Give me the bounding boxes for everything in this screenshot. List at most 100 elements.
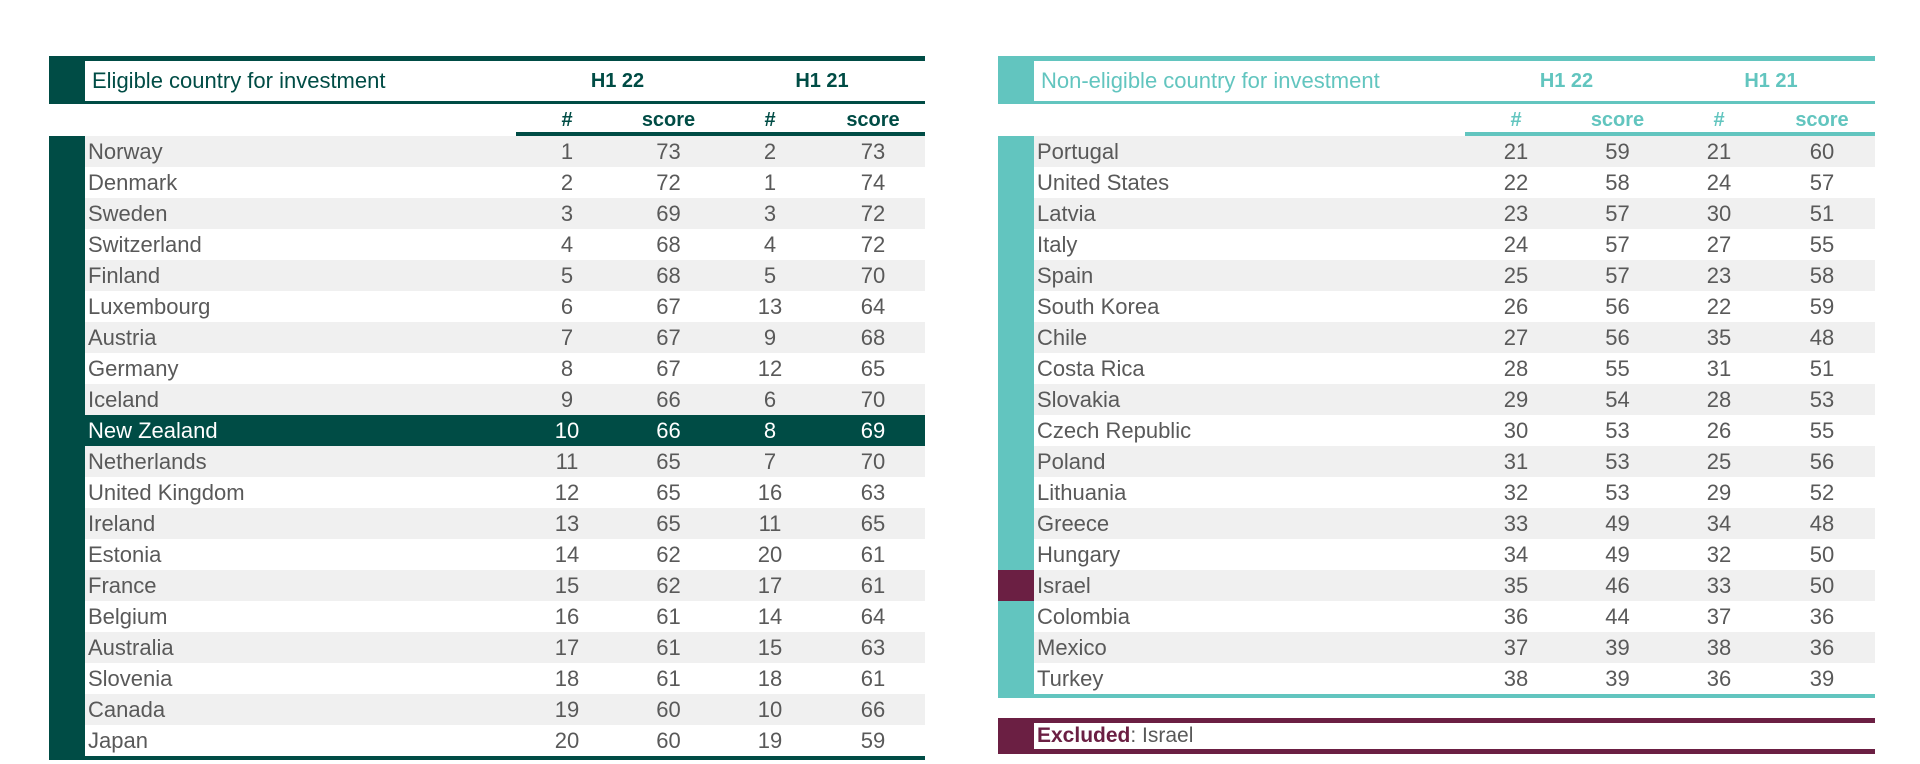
eligible-row-bar: [49, 508, 85, 539]
country-name: Israel: [1037, 572, 1091, 598]
non-eligible-row-bar: [998, 539, 1034, 570]
score-h1-22: 44: [1605, 603, 1630, 629]
eligible-subheader-row: # score # score: [49, 104, 925, 136]
score-h1-22: 53: [1605, 448, 1630, 474]
eligible-row: Luxembourg 6 67 13 64: [49, 291, 925, 322]
score-h1-21: 50: [1809, 541, 1835, 567]
score-h1-21: 51: [1809, 200, 1835, 226]
non-eligible-sub-rank-21: #: [1713, 108, 1725, 131]
rank-h1-22: 19: [554, 696, 580, 722]
rank-h1-21: 34: [1706, 510, 1732, 536]
eligible-row-bar: [49, 229, 85, 260]
rank-h1-22: 3: [560, 200, 574, 226]
eligible-row: Switzerland 4 68 4 72: [49, 229, 925, 260]
non-eligible-row-bar: [998, 384, 1034, 415]
score-h1-22: 49: [1605, 541, 1630, 567]
rank-h1-22: 11: [555, 448, 579, 474]
rank-h1-21: 27: [1706, 231, 1732, 257]
score-h1-21: 64: [860, 293, 886, 319]
rank-h1-22: 33: [1503, 510, 1529, 536]
score-h1-21: 55: [1809, 231, 1835, 257]
non-eligible-group-h1-22: H1 22: [1539, 69, 1594, 92]
country-name: Hungary: [1037, 541, 1121, 567]
score-h1-22: 60: [656, 696, 681, 722]
eligible-row: Norway 1 73 2 73: [49, 136, 925, 167]
country-name: Italy: [1037, 231, 1078, 257]
rank-h1-21: 13: [757, 293, 783, 319]
score-h1-22: 65: [656, 479, 681, 505]
rank-h1-21: 26: [1706, 417, 1732, 443]
rank-h1-21: 31: [1706, 355, 1732, 381]
country-name: United States: [1037, 169, 1170, 195]
country-name: Denmark: [88, 169, 178, 195]
non-eligible-subheader-row: # score # score: [998, 104, 1875, 136]
rank-h1-22: 13: [554, 510, 580, 536]
rank-h1-22: 25: [1503, 262, 1529, 288]
rank-h1-21: 8: [763, 417, 777, 443]
eligible-row-bar: [49, 384, 85, 415]
rank-h1-22: 2: [560, 169, 574, 195]
rank-h1-22: 17: [554, 634, 580, 660]
eligible-header-bar: [49, 61, 85, 101]
rank-h1-21: 12: [757, 355, 783, 381]
country-name: South Korea: [1037, 293, 1160, 319]
score-h1-22: 73: [656, 138, 681, 164]
rank-h1-22: 7: [560, 324, 574, 350]
country-name: Sweden: [88, 200, 168, 226]
score-h1-22: 57: [1605, 262, 1630, 288]
score-h1-22: 53: [1605, 479, 1630, 505]
score-h1-21: 72: [860, 200, 886, 226]
rank-h1-22: 9: [560, 386, 574, 412]
score-h1-21: 60: [1809, 138, 1835, 164]
score-h1-22: 62: [656, 541, 681, 567]
country-name: Ireland: [88, 510, 156, 536]
score-h1-22: 62: [656, 572, 681, 598]
score-h1-21: 61: [860, 572, 886, 598]
rank-h1-21: 25: [1706, 448, 1732, 474]
score-h1-22: 65: [656, 448, 681, 474]
eligible-row: United Kingdom 12 65 16 63: [49, 477, 925, 508]
non-eligible-row: Slovakia 29 54 28 53: [998, 384, 1875, 415]
eligible-row-bar: [49, 477, 85, 508]
rank-h1-21: 16: [757, 479, 783, 505]
rank-h1-22: 31: [1503, 448, 1529, 474]
country-name: Belgium: [88, 603, 168, 629]
score-h1-21: 70: [860, 386, 886, 412]
excluded-separator: :: [1130, 724, 1137, 747]
rank-h1-22: 23: [1503, 200, 1529, 226]
rank-h1-21: 22: [1706, 293, 1732, 319]
country-name: France: [88, 572, 157, 598]
score-h1-21: 65: [860, 510, 886, 536]
country-name: Turkey: [1037, 665, 1104, 691]
rank-h1-22: 36: [1503, 603, 1529, 629]
eligible-top-rule: [49, 56, 925, 61]
rank-h1-21: 30: [1706, 200, 1732, 226]
non-eligible-row: Lithuania 32 53 29 52: [998, 477, 1875, 508]
country-name: Chile: [1037, 324, 1088, 350]
eligible-sub-score-21: score: [846, 108, 900, 131]
eligible-row: Canada 19 60 10 66: [49, 694, 925, 725]
non-eligible-row: United States 22 58 24 57: [998, 167, 1875, 198]
country-name: Austria: [88, 324, 157, 350]
eligible-header-row: Eligible country for investment H1 22 H1…: [49, 61, 925, 101]
non-eligible-row: Mexico 37 39 38 36: [998, 632, 1875, 663]
score-h1-22: 46: [1605, 572, 1630, 598]
eligible-row-bar: [49, 415, 85, 446]
non-eligible-row: Poland 31 53 25 56: [998, 446, 1875, 477]
score-h1-21: 70: [860, 262, 886, 288]
score-h1-21: 69: [860, 417, 886, 443]
eligible-row-bar: [49, 632, 85, 663]
score-h1-21: 73: [860, 138, 886, 164]
non-eligible-row: Colombia 36 44 37 36: [998, 601, 1875, 632]
rank-h1-22: 37: [1503, 634, 1529, 660]
rank-h1-22: 10: [554, 417, 580, 443]
country-name: Latvia: [1037, 200, 1096, 226]
eligible-row: Slovenia 18 61 18 61: [49, 663, 925, 694]
country-name: Lithuania: [1037, 479, 1127, 505]
score-h1-22: 69: [656, 200, 681, 226]
rank-h1-22: 5: [560, 262, 574, 288]
rank-h1-22: 15: [554, 572, 580, 598]
score-h1-21: 39: [1809, 665, 1835, 691]
rank-h1-22: 20: [554, 727, 580, 753]
non-eligible-row: South Korea 26 56 22 59: [998, 291, 1875, 322]
